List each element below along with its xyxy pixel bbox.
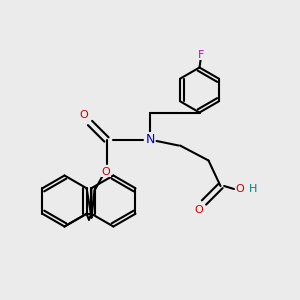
Text: O: O [194, 205, 203, 215]
Text: F: F [198, 50, 204, 60]
Text: N: N [145, 133, 155, 146]
Text: O: O [236, 184, 244, 194]
Text: O: O [80, 110, 88, 121]
Text: O: O [101, 167, 110, 177]
Text: H: H [249, 184, 258, 194]
